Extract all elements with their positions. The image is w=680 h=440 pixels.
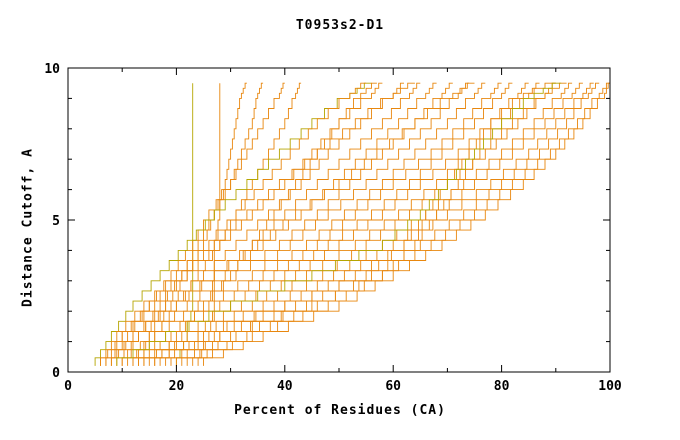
model-curve	[192, 82, 610, 366]
model-curve	[132, 82, 247, 366]
model-curve	[143, 82, 567, 366]
x-tick-label: 60	[385, 379, 401, 394]
model-curve	[105, 82, 475, 366]
model-curve	[175, 83, 194, 366]
model-curve	[159, 82, 540, 366]
model-curve	[175, 82, 583, 366]
model-curve	[100, 82, 367, 366]
y-tick-label: 10	[44, 62, 60, 77]
x-tick-label: 20	[169, 379, 185, 394]
x-tick-label: 0	[64, 379, 72, 394]
model-curve	[127, 82, 453, 366]
model-curve	[181, 82, 594, 366]
y-tick-label: 0	[52, 366, 60, 381]
x-axis-label: Percent of Residues (CA)	[234, 403, 446, 418]
model-curve	[203, 82, 610, 366]
model-curve	[132, 82, 556, 366]
model-curve	[186, 82, 600, 366]
x-tick-label: 40	[277, 379, 293, 394]
chart-title: T0953s2-D1	[295, 18, 385, 33]
model-curve	[154, 82, 377, 366]
model-curve	[110, 82, 404, 366]
model-curve	[143, 82, 502, 366]
model-curve	[105, 82, 383, 366]
y-tick-label: 5	[52, 214, 60, 229]
model-curve	[116, 82, 562, 366]
x-tick-label: 80	[494, 379, 510, 394]
model-curve	[94, 82, 372, 366]
model-curve	[170, 82, 573, 366]
x-tick-label: 100	[598, 379, 622, 394]
